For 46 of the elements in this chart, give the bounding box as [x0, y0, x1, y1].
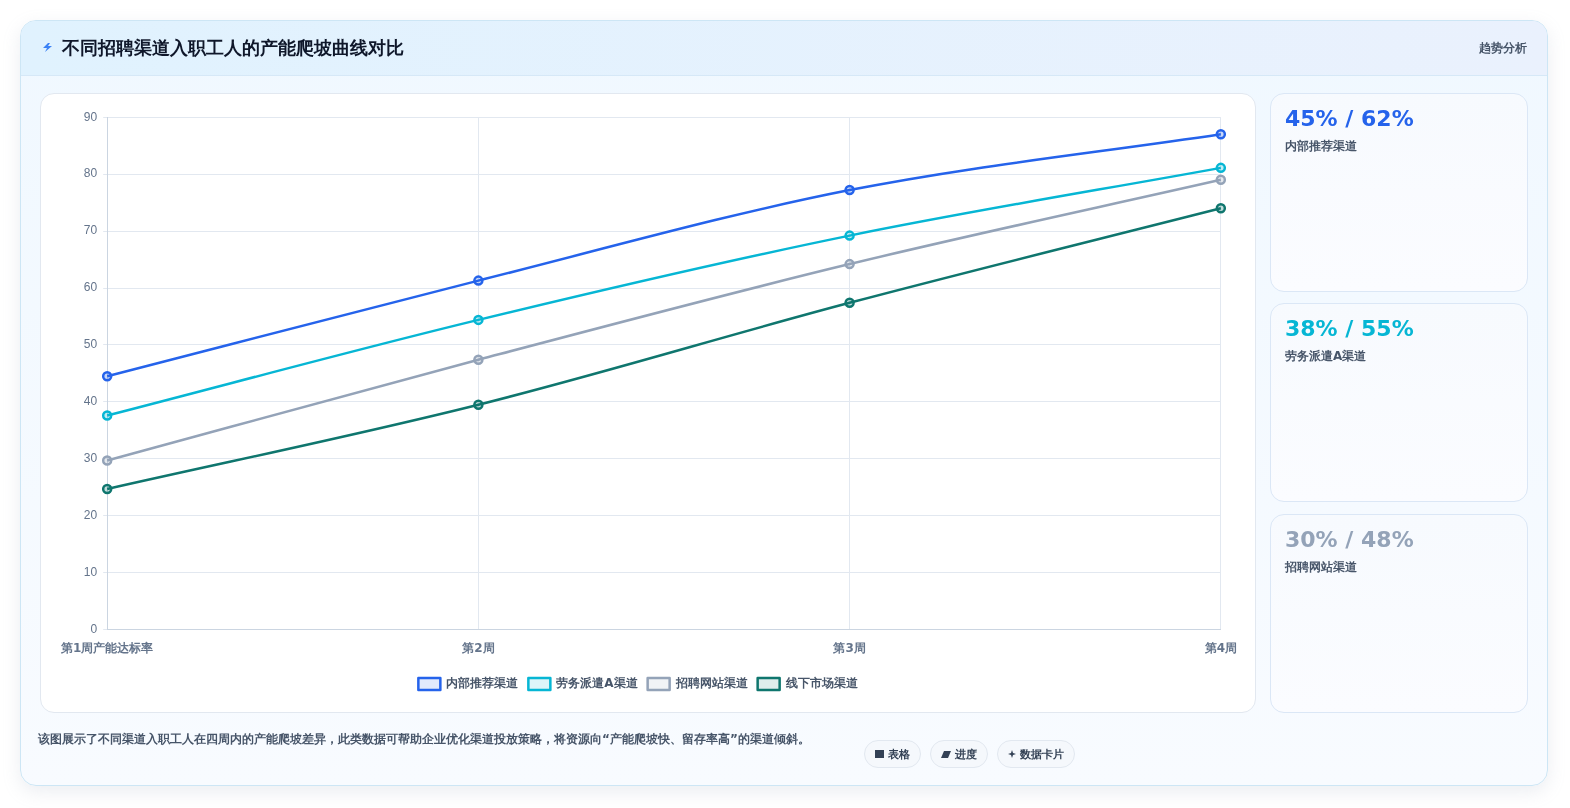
- point: [1215, 174, 1227, 186]
- point: [101, 455, 113, 466]
- x-tick-label: 第3周: [832, 640, 866, 655]
- text: 表格: [888, 746, 910, 762]
- text: 30% / 48%: [1285, 526, 1414, 554]
- text: 45% / 62%: [1285, 105, 1414, 133]
- text: 劳务派遣A渠道: [1285, 348, 1367, 364]
- text: 该图展示了不同渠道入职工人在四周内的产能爬坡差异，此类数据可帮助企业优化渠道投放策略，将资源向“产能爬坡快、留存率高”的渠道倾斜。: [38, 731, 811, 748]
- text: 38% / 55%: [1285, 315, 1414, 343]
- point: [844, 258, 855, 270]
- point: [473, 314, 484, 326]
- y-tick-label: 0: [90, 621, 98, 636]
- point: [101, 371, 113, 382]
- y-tick-label: 20: [83, 508, 98, 523]
- point: [101, 410, 113, 421]
- x-tick-label: 第2周: [461, 640, 495, 655]
- point: [473, 399, 484, 410]
- point: [844, 297, 855, 309]
- y-tick-label: 10: [83, 564, 98, 579]
- point: [473, 275, 484, 286]
- point: [1215, 129, 1227, 140]
- y-tick-label: 50: [83, 337, 98, 352]
- legend-label: 线下市场渠道: [784, 676, 859, 691]
- y-tick-label: 40: [83, 394, 98, 409]
- point: [844, 230, 855, 241]
- x-tick-label: 第1周产能达标率: [60, 640, 154, 655]
- y-tick-label: 70: [83, 223, 98, 238]
- point: [1215, 162, 1227, 174]
- legend-label: 招聘网站渠道: [674, 676, 749, 691]
- y-tick-label: 90: [83, 109, 98, 124]
- y-tick-label: 60: [83, 280, 98, 295]
- text: 数据卡片: [1020, 746, 1064, 762]
- legend-label: 内部推荐渠道: [446, 676, 520, 691]
- point: [101, 483, 113, 495]
- chart-title: 不同招聘渠道入职工人的产能爬坡曲线对比: [62, 36, 404, 60]
- point: [473, 354, 484, 365]
- text: 招聘网站渠道: [1285, 559, 1357, 575]
- y-tick-label: 80: [83, 166, 98, 181]
- y-tick-label: 30: [83, 451, 98, 466]
- point: [1215, 203, 1227, 214]
- text: 趋势分析: [1479, 40, 1527, 56]
- x-tick-label: 第4周: [1203, 640, 1237, 655]
- text: 进度: [955, 746, 977, 762]
- text: 内部推荐渠道: [1285, 138, 1357, 154]
- point: [844, 184, 855, 196]
- legend-label: 劳务派遣A渠道: [556, 676, 639, 691]
